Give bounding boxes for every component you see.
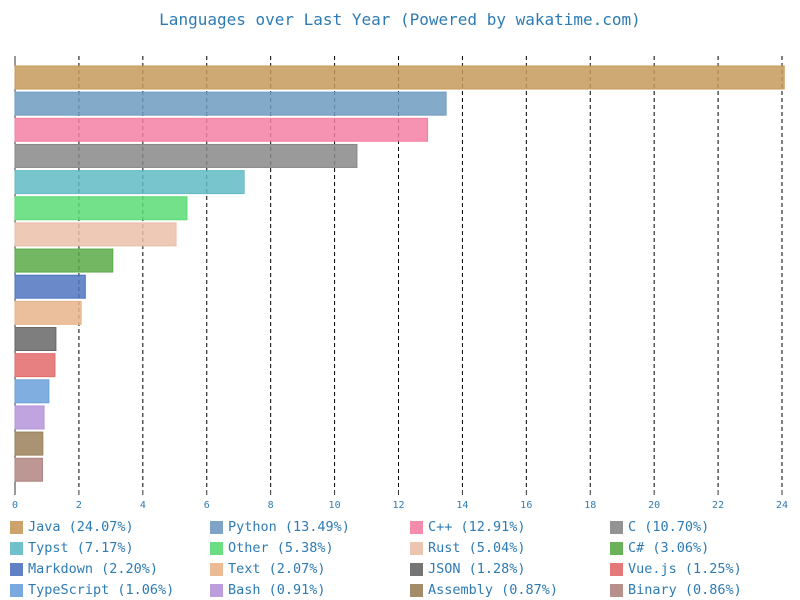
x-tick-label: 18 [584, 500, 596, 511]
bar-rust [14, 222, 177, 247]
legend-swatch [410, 583, 423, 597]
bar-c [14, 143, 358, 168]
legend-swatch [610, 583, 623, 597]
legend-swatch [410, 520, 423, 534]
x-tick-label: 22 [712, 500, 724, 511]
legend-item: C# (3.06%) [610, 540, 800, 556]
legend-item: Java (24.07%) [10, 519, 210, 535]
legend-swatch [210, 583, 223, 597]
chart-title: Languages over Last Year (Powered by wak… [159, 10, 641, 29]
legend-swatch [210, 520, 223, 534]
bar-java [14, 65, 785, 90]
bar-other [14, 196, 188, 221]
legend-label: Vue.js (1.25%) [628, 561, 742, 577]
legend-item: Binary (0.86%) [610, 582, 800, 598]
legend-swatch [10, 562, 23, 576]
legend-label: Java (24.07%) [28, 519, 134, 535]
bar-python [14, 91, 447, 116]
bar-bash [14, 405, 45, 430]
legend-label: Assembly (0.87%) [428, 582, 559, 598]
legend-swatch [610, 562, 623, 576]
legend-swatch [210, 541, 223, 555]
x-tick-label: 4 [140, 500, 146, 511]
bar-c- [14, 117, 429, 142]
legend-item: Vue.js (1.25%) [610, 561, 800, 577]
legend-item: Other (5.38%) [210, 540, 410, 556]
legend-swatch [10, 541, 23, 555]
legend: Java (24.07%) Python (13.49%) C++ (12.91%)… [10, 519, 800, 598]
legend-label: Other (5.38%) [228, 540, 334, 556]
x-tick-label: 14 [456, 500, 468, 511]
legend-swatch [10, 583, 23, 597]
legend-swatch [610, 541, 623, 555]
x-tick-label: 20 [648, 500, 660, 511]
x-tick-label: 24 [776, 500, 788, 511]
bar-text [14, 300, 82, 325]
legend-label: JSON (1.28%) [428, 561, 526, 577]
legend-item: Assembly (0.87%) [410, 582, 610, 598]
legend-swatch [610, 520, 623, 534]
legend-label: C# (3.06%) [628, 540, 710, 556]
legend-item: Rust (5.04%) [410, 540, 610, 556]
legend-label: Rust (5.04%) [428, 540, 526, 556]
legend-label: Python (13.49%) [228, 519, 350, 535]
legend-swatch [10, 520, 23, 534]
x-tick-label: 0 [12, 500, 18, 511]
legend-item: Markdown (2.20%) [10, 561, 210, 577]
bar-c- [14, 248, 114, 273]
legend-label: Markdown (2.20%) [28, 561, 159, 577]
legend-swatch [410, 562, 423, 576]
legend-item: Bash (0.91%) [210, 582, 410, 598]
legend-item: Python (13.49%) [210, 519, 410, 535]
legend-item: Text (2.07%) [210, 561, 410, 577]
bar-json [14, 327, 57, 351]
legend-swatch [410, 541, 423, 555]
legend-label: TypeScript (1.06%) [28, 582, 175, 598]
legend-label: Binary (0.86%) [628, 582, 742, 598]
bar-assembly [14, 431, 44, 456]
x-tick-label: 10 [329, 500, 341, 511]
legend-label: C (10.70%) [628, 519, 710, 535]
bar-typescript [14, 379, 50, 404]
x-tick-label: 8 [268, 500, 274, 511]
x-tick-label: 6 [204, 500, 210, 511]
legend-item: JSON (1.28%) [410, 561, 610, 577]
legend-item: C++ (12.91%) [410, 519, 610, 535]
legend-item: C (10.70%) [610, 519, 800, 535]
bar-typst [14, 170, 245, 195]
legend-item: TypeScript (1.06%) [10, 582, 210, 598]
x-tick-label: 16 [520, 500, 532, 511]
legend-label: Bash (0.91%) [228, 582, 326, 598]
legend-item: Typst (7.17%) [10, 540, 210, 556]
legend-label: C++ (12.91%) [428, 519, 526, 535]
x-tick-label: 12 [392, 500, 404, 511]
legend-label: Text (2.07%) [228, 561, 326, 577]
bar-vue-js [14, 353, 56, 378]
bar-binary [14, 457, 43, 482]
legend-swatch [210, 562, 223, 576]
legend-label: Typst (7.17%) [28, 540, 134, 556]
bar-markdown [14, 274, 86, 299]
x-tick-label: 2 [76, 500, 82, 511]
